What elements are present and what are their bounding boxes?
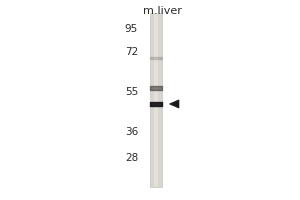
Text: m.liver: m.liver (142, 6, 182, 16)
Text: 28: 28 (125, 153, 138, 163)
Text: 55: 55 (125, 87, 138, 97)
Text: 36: 36 (125, 127, 138, 137)
Bar (154, 13, 158, 187)
Bar (150, 13, 162, 187)
Polygon shape (169, 100, 179, 108)
Text: 95: 95 (125, 23, 138, 33)
Text: 72: 72 (125, 47, 138, 57)
